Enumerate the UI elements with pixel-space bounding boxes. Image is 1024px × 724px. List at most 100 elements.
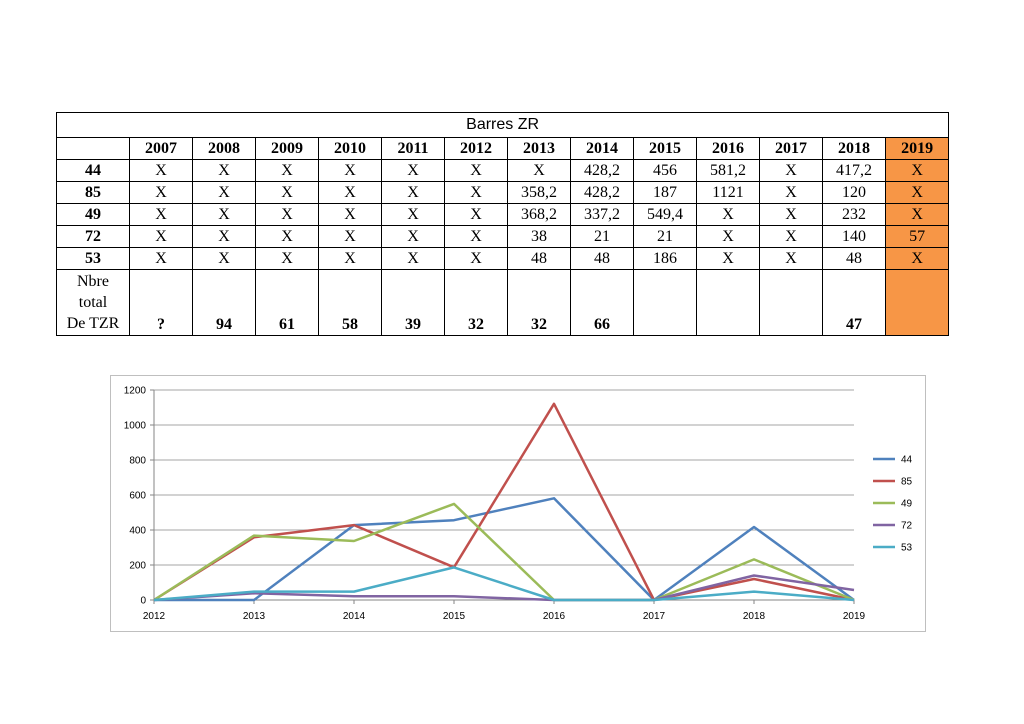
- row-label: 53: [56, 247, 130, 270]
- table-cell: X: [318, 225, 382, 248]
- barres-zr-table: Barres ZR 2007 2008 2009 2010 2011 2012 2013 20…: [55, 112, 950, 336]
- line-chart: 0 200 400 600 800 1000 1200 2012 2013 2014 2015 201…: [110, 375, 926, 632]
- table-cell: X: [129, 159, 193, 182]
- table-cell: 186: [633, 247, 697, 270]
- table-cell: X: [192, 203, 256, 226]
- y-tick-label: 1000: [124, 421, 147, 432]
- total-cell: 94: [192, 269, 256, 336]
- table-cell: 21: [633, 225, 697, 248]
- table-cell: 120: [822, 181, 886, 204]
- year-header-2010: 2010: [318, 137, 382, 160]
- year-header-2011: 2011: [381, 137, 445, 160]
- table-cell: X: [255, 247, 319, 270]
- table-cell: X: [192, 159, 256, 182]
- line-chart-svg: 0 200 400 600 800 1000 1200 2012 2013 2014 2015 201…: [124, 386, 913, 623]
- table-cell: X: [255, 203, 319, 226]
- table-cell: 337,2: [570, 203, 634, 226]
- year-header-2017: 2017: [759, 137, 823, 160]
- table-cell: X: [381, 225, 445, 248]
- series-line-53: [153, 566, 855, 602]
- table-cell: 456: [633, 159, 697, 182]
- table-cell: X: [444, 159, 508, 182]
- total-cell: 61: [255, 269, 319, 336]
- table-cell: X: [255, 181, 319, 204]
- y-tick-label: 400: [129, 526, 146, 537]
- table-title: Barres ZR: [55, 112, 950, 138]
- y-tick-label: 0: [140, 596, 146, 607]
- y-tick-label: 200: [129, 561, 146, 572]
- table-cell: 48: [822, 247, 886, 270]
- table-cell: X: [318, 181, 382, 204]
- table-cell: 57: [884, 225, 950, 248]
- y-tick-label: 600: [129, 491, 146, 502]
- total-cell: 32: [507, 269, 571, 336]
- x-tick-label: 2016: [543, 611, 566, 622]
- table-cell: X: [444, 247, 508, 270]
- table-cell: 581,2: [696, 159, 760, 182]
- table-cell: X: [255, 225, 319, 248]
- table-cell: X: [444, 181, 508, 204]
- series-line-44: [154, 497, 855, 602]
- total-label-line: Nbre: [77, 273, 109, 290]
- year-header-2007: 2007: [129, 137, 193, 160]
- year-header-2012: 2012: [444, 137, 508, 160]
- table-cell: X: [507, 159, 571, 182]
- table-cell: X: [884, 203, 950, 226]
- total-cell: [759, 269, 823, 336]
- table-cell: X: [381, 159, 445, 182]
- table-cell: X: [192, 247, 256, 270]
- year-header-2015: 2015: [633, 137, 697, 160]
- table-cell: X: [759, 203, 823, 226]
- row-label: 85: [56, 181, 130, 204]
- table-cell: X: [381, 181, 445, 204]
- table-cell: X: [696, 225, 760, 248]
- total-cell: ?: [129, 269, 193, 336]
- table-cell: X: [381, 203, 445, 226]
- table-cell: 1121: [696, 181, 760, 204]
- table-cell: X: [129, 181, 193, 204]
- total-cell: [633, 269, 697, 336]
- table-cell: X: [759, 225, 823, 248]
- total-cell: 47: [822, 269, 886, 336]
- table-cell: X: [444, 225, 508, 248]
- series-line-85: [153, 402, 855, 602]
- table-row: 53 X X X X X X 48 48 186 X X 48 X: [56, 247, 950, 270]
- legend-label: 53: [901, 543, 913, 554]
- table-cell: X: [318, 247, 382, 270]
- x-tick-label: 2019: [843, 611, 866, 622]
- year-header-2009: 2009: [255, 137, 319, 160]
- year-header-2018: 2018: [822, 137, 886, 160]
- table-cell: 549,4: [633, 203, 697, 226]
- table-cell: X: [255, 159, 319, 182]
- legend-label: 85: [901, 477, 913, 488]
- table-cell: X: [444, 203, 508, 226]
- table-cell: 417,2: [822, 159, 886, 182]
- table-cell: X: [759, 159, 823, 182]
- header-corner-cell: [56, 137, 130, 160]
- table-cell: 232: [822, 203, 886, 226]
- table-cell: 48: [570, 247, 634, 270]
- table-cell: 140: [822, 225, 886, 248]
- x-tick-label: 2012: [143, 611, 166, 622]
- table-row: 72 X X X X X X 38 21 21 X X 140 57: [56, 225, 950, 248]
- table-cell: X: [129, 225, 193, 248]
- total-row: Nbre total De TZR? 94 61 58 39 32 32 66 47: [56, 269, 950, 336]
- total-cell: 58: [318, 269, 382, 336]
- total-cell: 66: [570, 269, 634, 336]
- total-cell: [696, 269, 760, 336]
- table-cell: X: [192, 225, 256, 248]
- year-header-2016: 2016: [696, 137, 760, 160]
- year-header-2014: 2014: [570, 137, 634, 160]
- table-cell: X: [129, 203, 193, 226]
- table-cell: 187: [633, 181, 697, 204]
- table-cell: X: [696, 203, 760, 226]
- table-cell: X: [696, 247, 760, 270]
- table-cell: X: [318, 203, 382, 226]
- total-cell: 39: [381, 269, 445, 336]
- table-cell: X: [192, 181, 256, 204]
- total-cell: [884, 269, 950, 336]
- table-cell: X: [381, 247, 445, 270]
- table-cell: X: [884, 159, 950, 182]
- table-cell: 368,2: [507, 203, 571, 226]
- row-label: 72: [56, 225, 130, 248]
